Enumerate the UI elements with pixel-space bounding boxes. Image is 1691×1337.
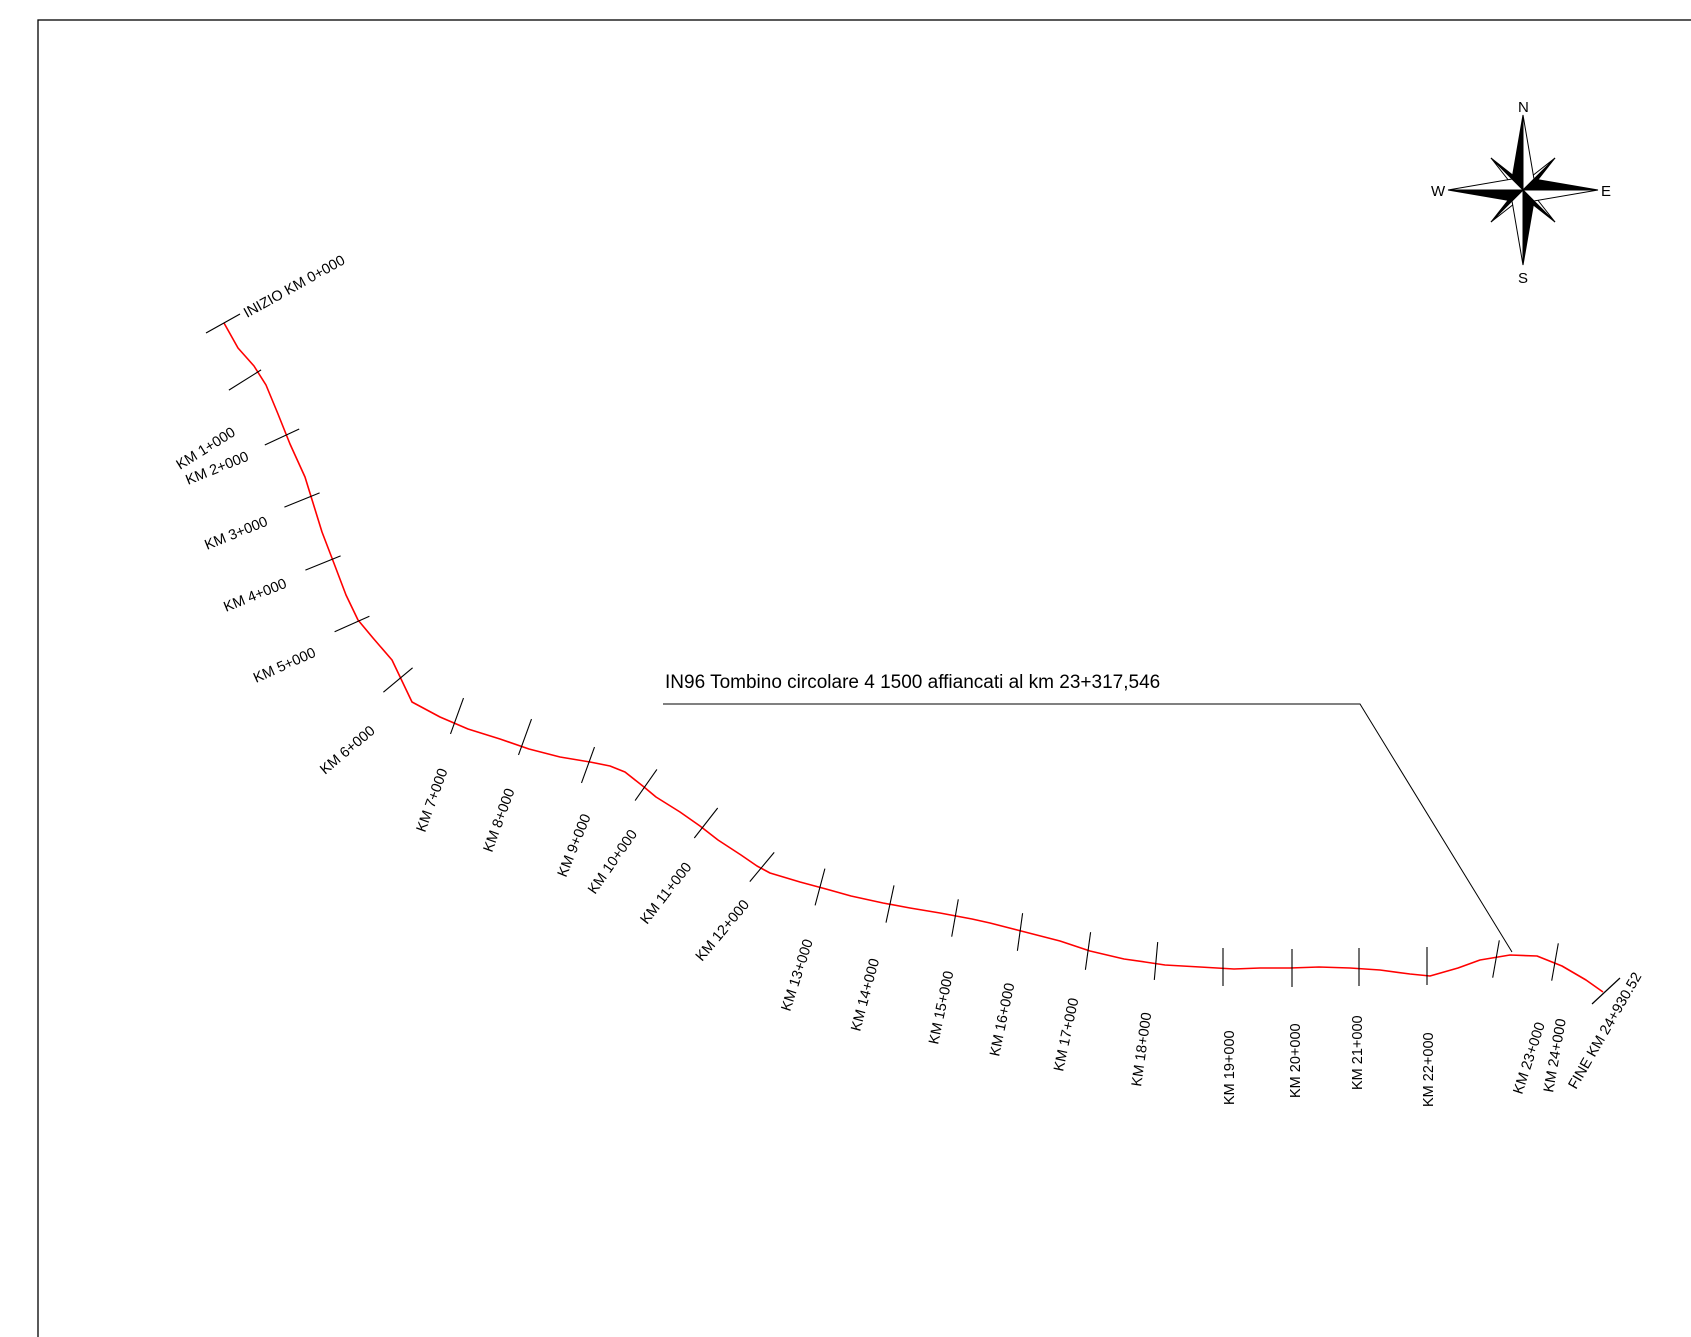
station-tick [264,428,300,446]
station-tick [305,555,341,571]
station-label: KM 8+000 [481,786,519,854]
station-label: KM 4+000 [222,576,290,616]
station-label: KM 14+000 [848,957,883,1033]
station-label: KM 17+000 [1051,997,1082,1073]
station-marker: KM 22+000 [1421,947,1437,1107]
station-tick [951,899,959,937]
station-label: KM 21+000 [1350,1015,1366,1090]
end-label: FINE KM 24+930.52 [1566,970,1646,1092]
station-marker: KM 11+000 [638,807,719,928]
station-tick [284,492,320,508]
station-label: KM 10+000 [585,827,641,897]
station-marker: KM 9+000 [555,746,596,880]
station-tick [749,852,775,882]
route-alignment-line [223,322,1604,993]
station-marker: KM 16+000 [987,913,1024,1058]
station-label: KM 11+000 [638,860,696,928]
station-tick [517,718,533,756]
station-tick [693,807,719,839]
station-marker: KM 21+000 [1350,948,1366,1090]
station-label: KM 20+000 [1288,1023,1304,1098]
station-marker: KM 8+000 [481,718,533,854]
station-marker: KM 4+000 [222,555,341,616]
callout-leader-line [663,703,1513,953]
station-marker: KM 3+000 [203,492,320,554]
compass-north-label: N [1518,99,1529,116]
station-tick [1492,940,1500,978]
station-marker: KM 24+000 [1541,943,1570,1094]
station-label: KM 6+000 [317,723,378,778]
station-marker: KM 19+000 [1222,948,1238,1105]
end-marker: FINE KM 24+930.52 [1566,970,1646,1092]
station-tick [1551,943,1559,981]
station-marker: KM 20+000 [1288,949,1304,1098]
station-label: KM 16+000 [987,982,1018,1058]
station-marker: KM 14+000 [848,885,895,1033]
station-tick [580,746,596,784]
station-marker: KM 17+000 [1051,932,1092,1073]
start-marker: INIZIO KM 0+000 [205,253,348,334]
start-label: INIZIO KM 0+000 [241,253,348,322]
compass-south-label: S [1518,270,1528,287]
station-label: KM 13+000 [779,937,817,1013]
station-tick [814,868,826,906]
station-tick [449,697,465,735]
station-label: KM 19+000 [1222,1030,1238,1105]
station-label: KM 9+000 [555,812,595,880]
station-tick [634,769,658,801]
drawing-frame [37,19,1691,1337]
station-marker: KM 5+000 [251,615,370,687]
station-label: KM 22+000 [1421,1032,1437,1107]
compass-west-label: W [1431,183,1446,200]
station-tick [383,667,413,693]
station-tick [228,369,262,391]
compass-east-label: E [1601,183,1611,200]
station-marker: KM 15+000 [926,899,959,1046]
callout: IN96 Tombino circolare 4 1500 affiancati… [663,672,1513,953]
compass-rose-icon: N S E W [1431,99,1611,287]
station-tick [1016,913,1024,951]
station-marker: KM 13+000 [779,868,826,1013]
station-label: KM 12+000 [693,897,753,964]
station-tick [334,615,370,633]
callout-text: IN96 Tombino circolare 4 1500 affiancati… [665,672,1160,693]
station-marker: KM 6+000 [317,667,413,778]
station-tick [1084,932,1092,970]
station-label: KM 3+000 [203,514,271,554]
station-label: KM 18+000 [1129,1011,1155,1087]
station-marker: KM 7+000 [414,697,465,834]
station-tick [885,885,895,923]
station-tick [1153,942,1159,980]
station-label: KM 15+000 [926,970,957,1046]
station-marker: KM 23+000 [1492,940,1549,1096]
station-label: KM 5+000 [251,645,318,687]
station-label: KM 7+000 [414,766,452,834]
